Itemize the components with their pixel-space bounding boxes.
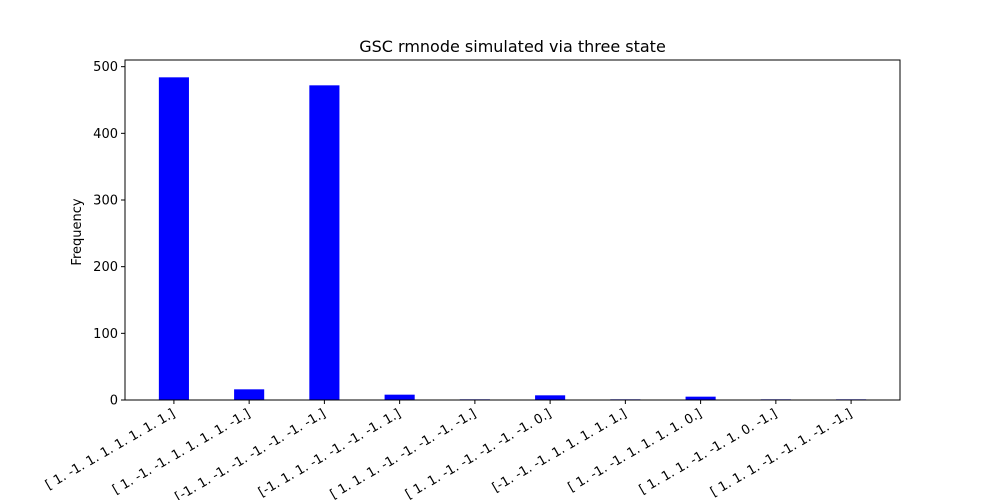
- y-tick-label-2: 200: [93, 260, 118, 275]
- bar-3: [384, 394, 415, 400]
- y-axis-label: Frequency: [70, 198, 85, 265]
- y-axis-ticks: 0 100 200 300 400 500: [93, 60, 125, 409]
- bar-5: [535, 395, 566, 400]
- plot-frame: [124, 59, 901, 401]
- bars-layer: [158, 77, 867, 400]
- y-tick-label-5: 500: [93, 60, 118, 75]
- y-tick-label-0: 0: [110, 394, 118, 409]
- y-tick-label-4: 400: [93, 127, 118, 142]
- bar-2: [309, 85, 340, 400]
- y-tick-label-3: 300: [93, 194, 118, 209]
- bar-1: [234, 389, 265, 400]
- bar-7: [685, 396, 716, 400]
- y-tick-label-1: 100: [93, 327, 118, 342]
- bar-0: [158, 77, 189, 400]
- chart-title: GSC rmnode simulated via three state: [359, 37, 666, 56]
